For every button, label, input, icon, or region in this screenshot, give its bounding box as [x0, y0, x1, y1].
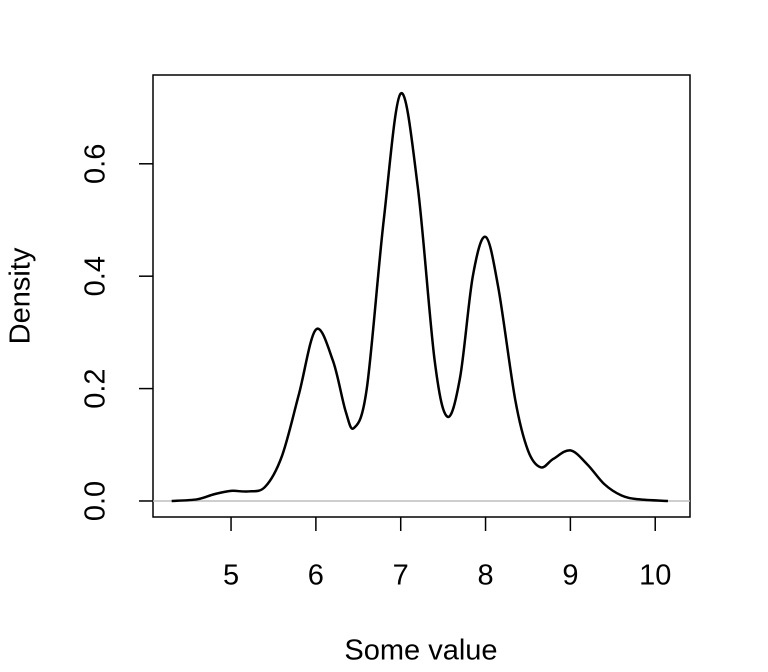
x-tick-label: 8 [477, 560, 493, 592]
x-axis-title: Some value [344, 635, 497, 667]
y-tick-label: 0.6 [80, 144, 112, 184]
x-tick-label: 6 [308, 560, 324, 592]
x-tick-label: 5 [223, 560, 239, 592]
x-tick-label: 9 [562, 560, 578, 592]
x-tick-label: 7 [393, 560, 409, 592]
density-line [171, 92, 669, 503]
y-tick-label: 0.0 [80, 481, 112, 521]
y-tick-label: 0.4 [80, 256, 112, 296]
x-tick-label: 10 [639, 560, 671, 592]
plot-box [152, 74, 691, 518]
y-axis-title: Density [5, 247, 37, 344]
y-tick-label: 0.2 [80, 368, 112, 408]
